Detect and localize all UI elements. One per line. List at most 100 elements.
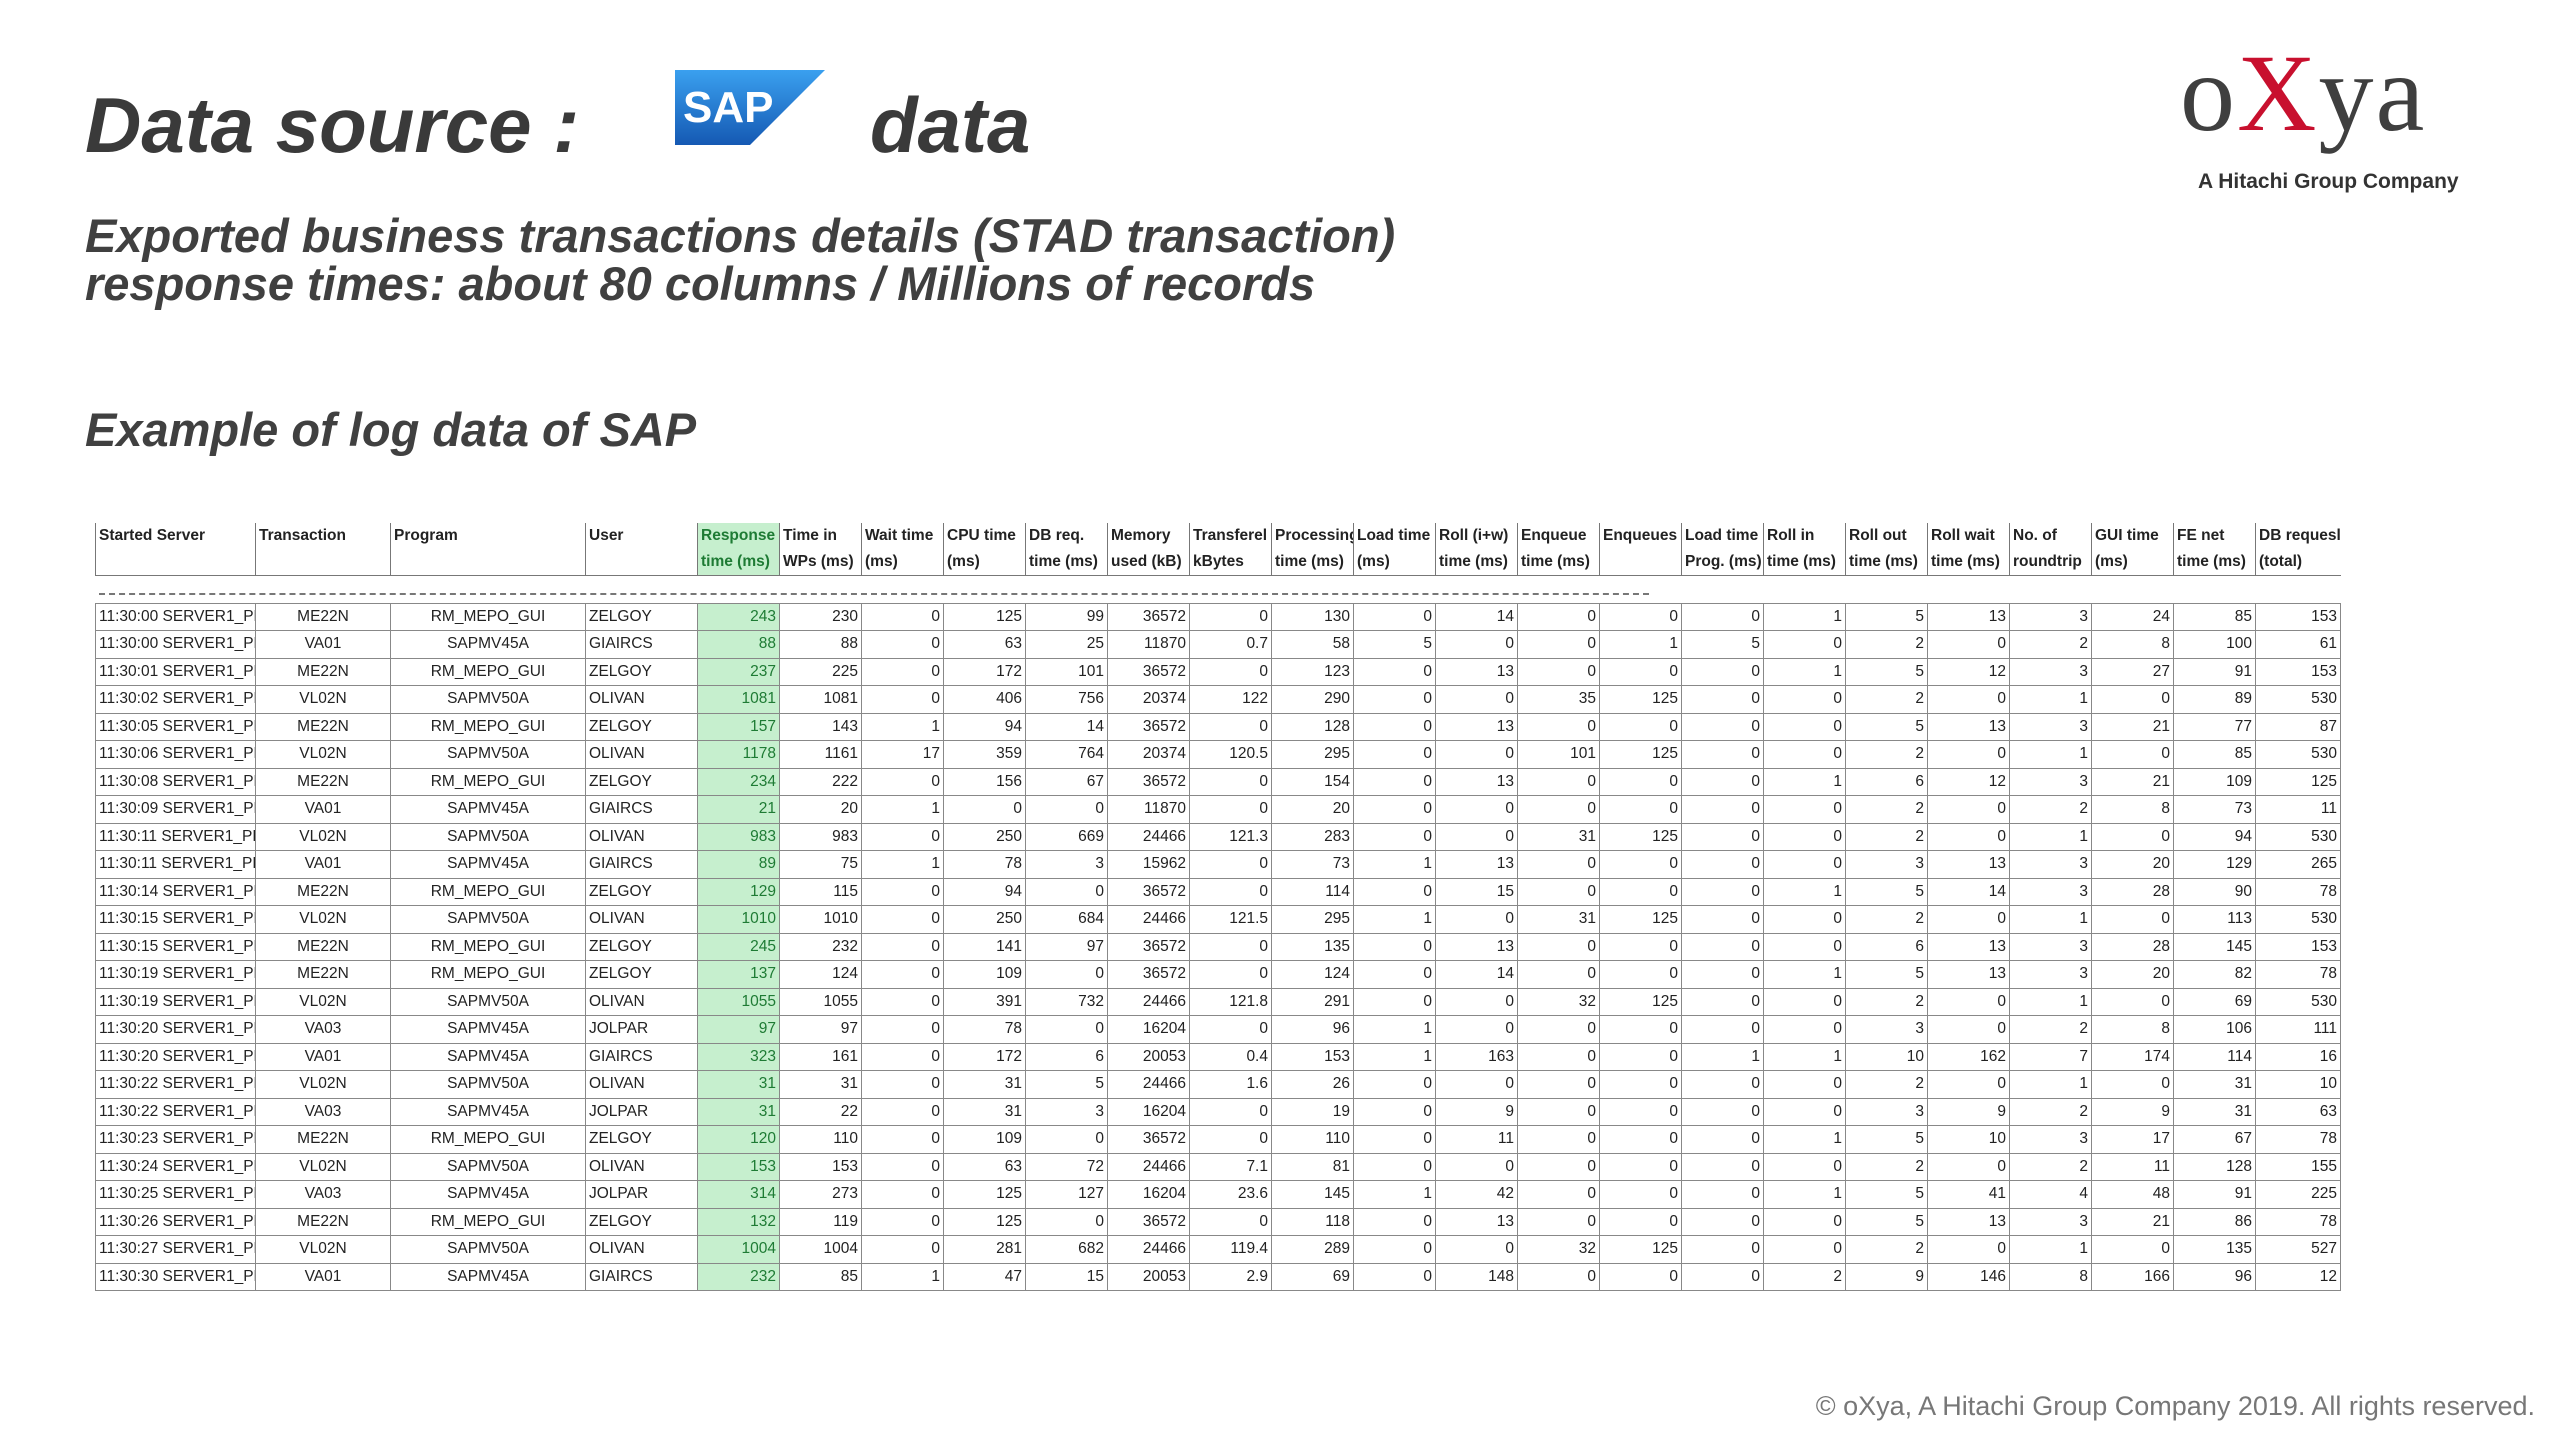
table-cell: 31 (943, 1070, 1026, 1099)
column-header: Program (390, 523, 586, 549)
table-cell: 0 (1927, 905, 2010, 934)
column-header-sub: time (ms) (1271, 549, 1354, 576)
column-header: Enqueues (1599, 523, 1682, 549)
table-row: 11:30:19 SERVER1_PRD_30VL02NSAPMV50AOLIV… (95, 987, 2341, 1016)
table-cell: 0 (1517, 1097, 1600, 1126)
table-row: 11:30:01 SERVER1_PRD_30ME22NRM_MEPO_GUIZ… (95, 657, 2341, 686)
table-cell: 5 (1845, 1125, 1928, 1154)
table-cell: 0 (1599, 1070, 1682, 1099)
table-cell: OLIVAN (585, 685, 698, 714)
table-cell: 265 (2255, 850, 2341, 879)
table-cell: 3 (2009, 767, 2092, 796)
table-cell: 0 (2091, 685, 2174, 714)
table-cell: 153 (2255, 657, 2341, 686)
table-cell: 225 (779, 657, 862, 686)
table-cell: 137 (697, 960, 780, 989)
table-cell: 0 (1927, 1070, 2010, 1099)
table-cell: 109 (943, 960, 1026, 989)
table-cell: 13 (1435, 657, 1518, 686)
dashed-separator (98, 593, 1649, 596)
column-header-sub (585, 549, 698, 576)
table-cell: 0 (1599, 1015, 1682, 1044)
table-cell: 391 (943, 987, 1026, 1016)
table-cell: 0 (1189, 767, 1272, 796)
table-cell: 0 (1927, 1015, 2010, 1044)
table-cell: 10 (1845, 1042, 1928, 1071)
column-header: Transaction (255, 523, 391, 549)
table-cell: 36572 (1107, 602, 1190, 631)
table-cell: ZELGOY (585, 657, 698, 686)
table-cell: 153 (1271, 1042, 1354, 1071)
title-suffix: data (870, 81, 1031, 169)
table-cell: 82 (2173, 960, 2256, 989)
table-cell: 77 (2173, 712, 2256, 741)
table-cell: 7.1 (1189, 1152, 1272, 1181)
table-cell: 0 (861, 1152, 944, 1181)
table-cell: 11 (2091, 1152, 2174, 1181)
table-cell: 157 (697, 712, 780, 741)
table-cell: 0 (1517, 960, 1600, 989)
table-cell: 11:30:19 SERVER1_PRD_30 (95, 987, 256, 1016)
table-cell: 0 (861, 602, 944, 631)
column-header: Transferel (1189, 523, 1272, 549)
oxya-tagline: A Hitachi Group Company (2198, 170, 2459, 193)
table-cell: 1081 (779, 685, 862, 714)
table-cell: 85 (2173, 740, 2256, 769)
table-cell: 0 (1353, 1235, 1436, 1264)
table-cell: 16 (2255, 1042, 2341, 1071)
table-cell: 0 (861, 877, 944, 906)
table-cell: 232 (779, 932, 862, 961)
table-cell: 101 (1517, 740, 1600, 769)
table-cell: ME22N (255, 932, 391, 961)
table-cell: 0 (1599, 712, 1682, 741)
table-cell: 11:30:05 SERVER1_PRD_30 (95, 712, 256, 741)
table-row: 11:30:08 SERVER1_PRD_30ME22NRM_MEPO_GUIZ… (95, 767, 2341, 796)
column-header: FE net (2173, 523, 2256, 549)
table-cell: 8 (2009, 1262, 2092, 1291)
table-cell: ME22N (255, 1207, 391, 1236)
column-header: Started Server (95, 523, 256, 549)
table-cell: VA01 (255, 1042, 391, 1071)
table-cell: 0 (943, 795, 1026, 824)
table-cell: 11:30:11 SERVER1_PRD_30 (95, 822, 256, 851)
table-cell: 24466 (1107, 1070, 1190, 1099)
table-cell: RM_MEPO_GUI (390, 712, 586, 741)
table-cell: 295 (1271, 905, 1354, 934)
table-cell: 125 (1599, 905, 1682, 934)
table-cell: 72 (1025, 1152, 1108, 1181)
subtitle-line-1: Exported business transactions details (… (85, 209, 1396, 262)
table-cell: 0 (1763, 1097, 1846, 1126)
table-cell: 3 (2009, 932, 2092, 961)
table-cell: 85 (2173, 602, 2256, 631)
table-cell: VA03 (255, 1015, 391, 1044)
table-cell: SAPMV45A (390, 630, 586, 659)
table-cell: 111 (2255, 1015, 2341, 1044)
table-cell: 120 (697, 1125, 780, 1154)
table-cell: 0 (1189, 1097, 1272, 1126)
table-cell: 0 (1681, 877, 1764, 906)
table-cell: 13 (1927, 850, 2010, 879)
table-cell: 17 (861, 740, 944, 769)
table-cell: 5 (1845, 1180, 1928, 1209)
table-cell: 10 (2255, 1070, 2341, 1099)
table-cell: 0 (1763, 1152, 1846, 1181)
table-cell: 24466 (1107, 1152, 1190, 1181)
column-header-sub: Prog. (ms) (1681, 549, 1764, 576)
table-cell: 97 (697, 1015, 780, 1044)
table-cell: 174 (2091, 1042, 2174, 1071)
table-cell: 0 (1353, 1207, 1436, 1236)
table-cell: 530 (2255, 905, 2341, 934)
table-cell: VL02N (255, 685, 391, 714)
table-cell: 0 (1189, 1207, 1272, 1236)
table-cell: VA01 (255, 850, 391, 879)
header-row-2: time (ms) WPs (ms) (ms) (ms) time (ms) used (… (95, 549, 2341, 576)
table-cell: 63 (2255, 1097, 2341, 1126)
table-cell: RM_MEPO_GUI (390, 932, 586, 961)
table-cell: 0 (1681, 1262, 1764, 1291)
table-cell: 31 (697, 1070, 780, 1099)
table-cell: RM_MEPO_GUI (390, 657, 586, 686)
table-cell: 166 (2091, 1262, 2174, 1291)
table-cell: OLIVAN (585, 905, 698, 934)
table-cell: 1055 (697, 987, 780, 1016)
table-cell: 109 (943, 1125, 1026, 1154)
